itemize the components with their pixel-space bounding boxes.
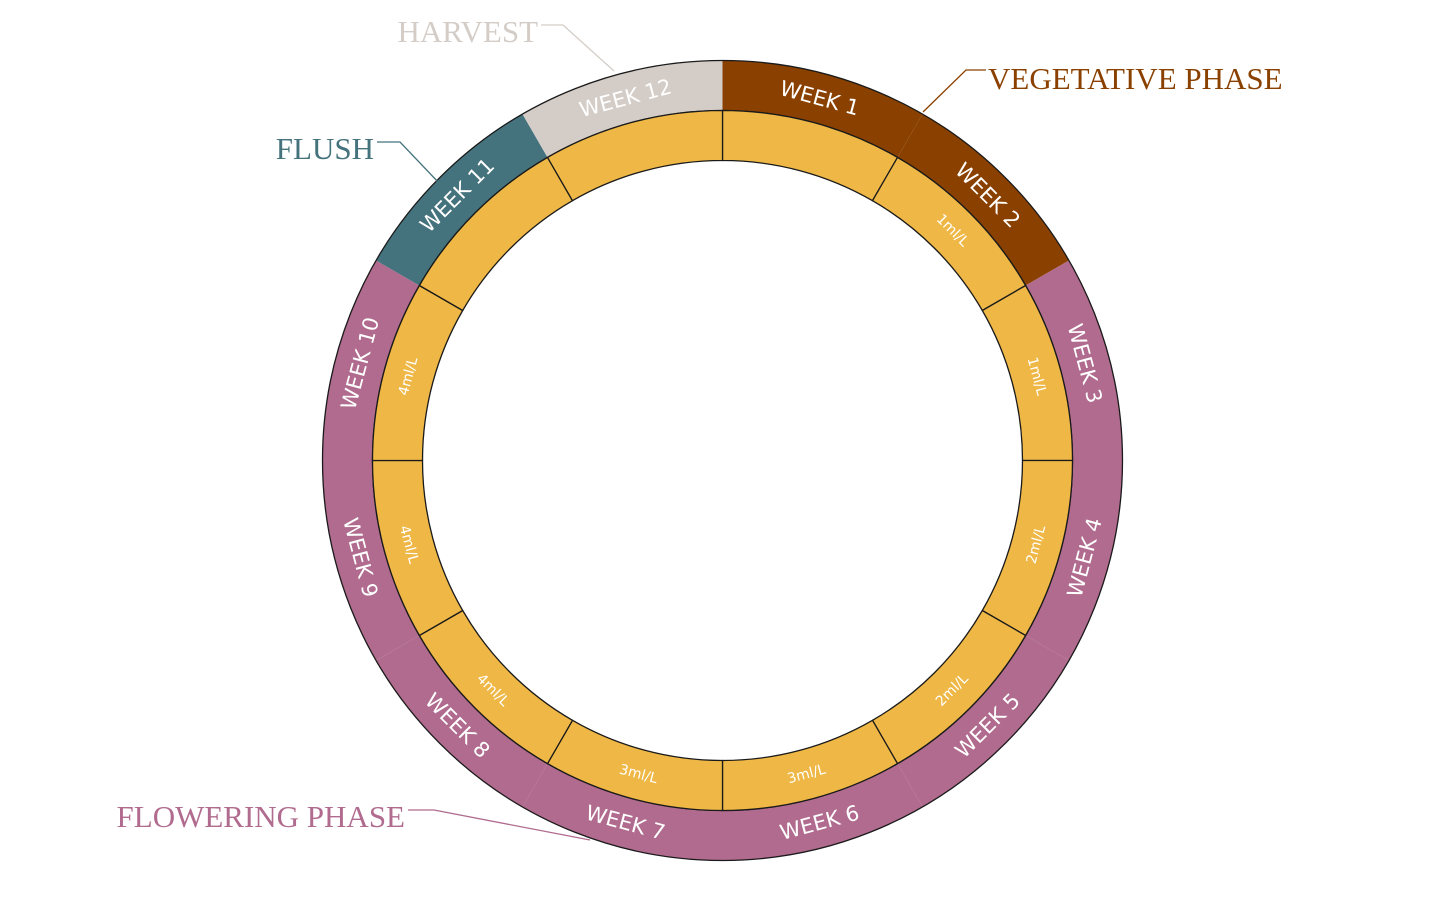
week-segment-3	[1025, 260, 1123, 461]
week-segment-9	[322, 460, 420, 661]
flush-leader-line	[377, 141, 441, 185]
outer-ring-outline	[321, 59, 1124, 862]
week-segment-1	[722, 60, 923, 158]
week-segment-5	[897, 635, 1069, 807]
week-segment-6	[722, 763, 923, 861]
week-segment-2	[897, 114, 1069, 286]
legend-flush: FLUSH	[276, 131, 441, 185]
flush-phase-label: FLUSH	[276, 131, 374, 166]
dose-segment-12	[546, 109, 724, 202]
legend-harvest: HARVEST	[398, 14, 615, 72]
week-segment-12	[522, 60, 723, 158]
dose-ring	[371, 109, 1074, 812]
harvest-leader-line	[541, 24, 615, 72]
week-segment-7	[522, 763, 723, 861]
dose-labels: 1ml/L1ml/L2ml/L2ml/L3ml/L3ml/L4ml/L4ml/L…	[396, 211, 1049, 787]
vegetative-phase-label: VEGETATIVE PHASE	[988, 61, 1283, 96]
legend-flowering: FLOWERING PHASE	[117, 799, 591, 841]
week-segment-10	[322, 260, 420, 461]
week-segment-11	[376, 114, 548, 286]
week-ring	[321, 59, 1124, 862]
flowering-leader-line	[408, 809, 591, 841]
flowering-phase-label: FLOWERING PHASE	[117, 799, 405, 834]
harvest-phase-label: HARVEST	[398, 14, 539, 49]
week-segment-8	[376, 635, 548, 807]
legend-vegetative: VEGETATIVE PHASE	[922, 61, 1283, 113]
vegetative-leader-line	[922, 69, 986, 113]
week-segment-4	[1025, 460, 1123, 661]
